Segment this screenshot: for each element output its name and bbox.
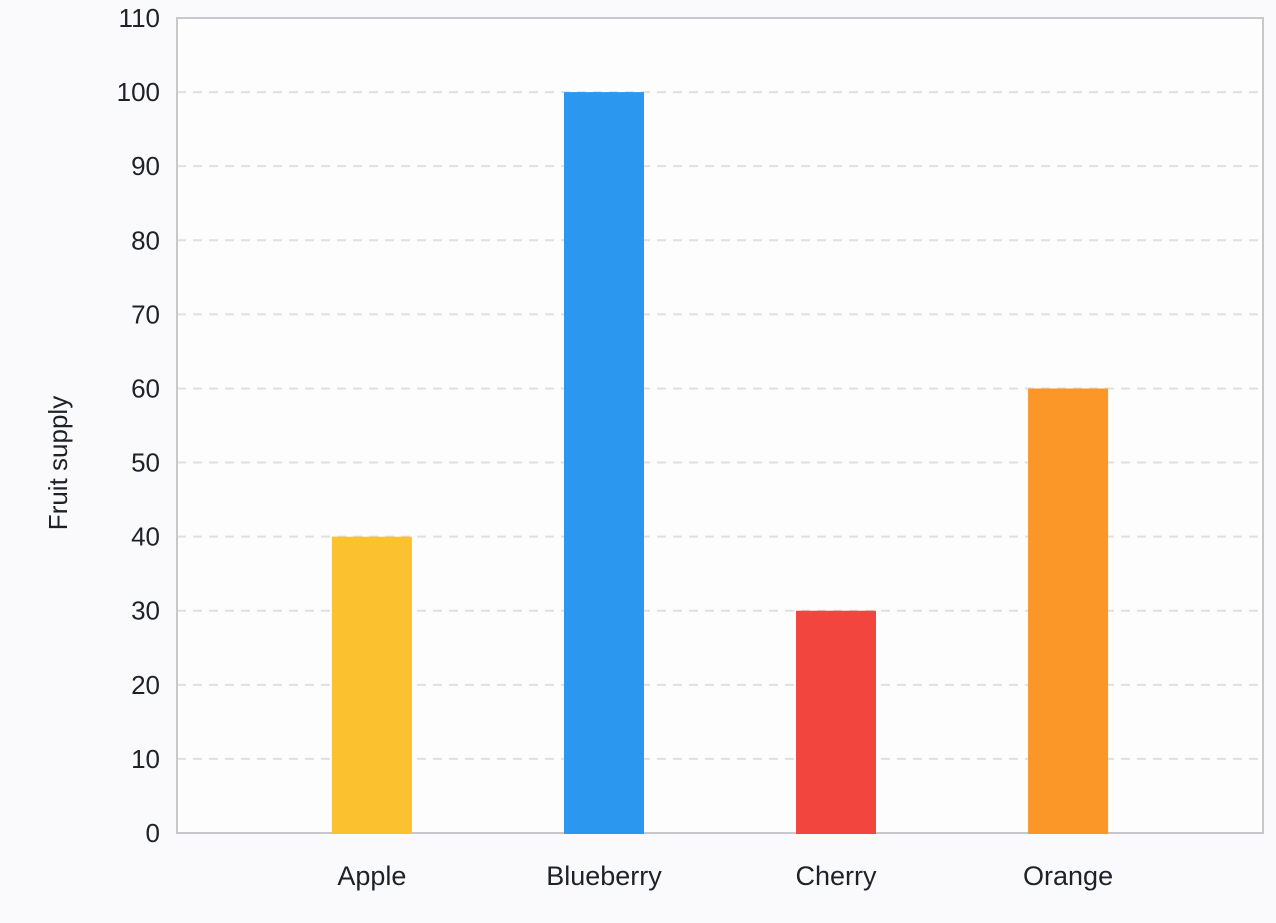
bar-blueberry [563,92,644,834]
bar-cherry [796,610,877,834]
x-tick-label-blueberry: Blueberry [546,861,662,891]
x-tick-label-orange: Orange [1023,861,1113,891]
y-tick-label-110: 110 [119,3,160,33]
x-tick-label-cherry: Cherry [796,861,878,891]
y-tick-label-0: 0 [146,818,160,848]
y-tick-label-20: 20 [131,670,160,700]
y-tick-label-50: 50 [131,448,160,478]
bar-apple [331,536,412,834]
y-tick-label-30: 30 [131,596,160,626]
plot-border [176,17,1264,834]
y-tick-label-100: 100 [117,77,160,107]
y-tick-label-80: 80 [131,225,160,255]
y-tick-label-60: 60 [131,373,160,403]
y-tick-label-40: 40 [131,522,160,552]
bar-orange [1028,388,1109,834]
y-tick-label-70: 70 [131,299,160,329]
y-tick-label-10: 10 [131,744,160,774]
y-axis-title: Fruit supply [43,396,73,530]
x-tick-label-apple: Apple [337,861,406,891]
y-tick-label-90: 90 [131,151,160,181]
